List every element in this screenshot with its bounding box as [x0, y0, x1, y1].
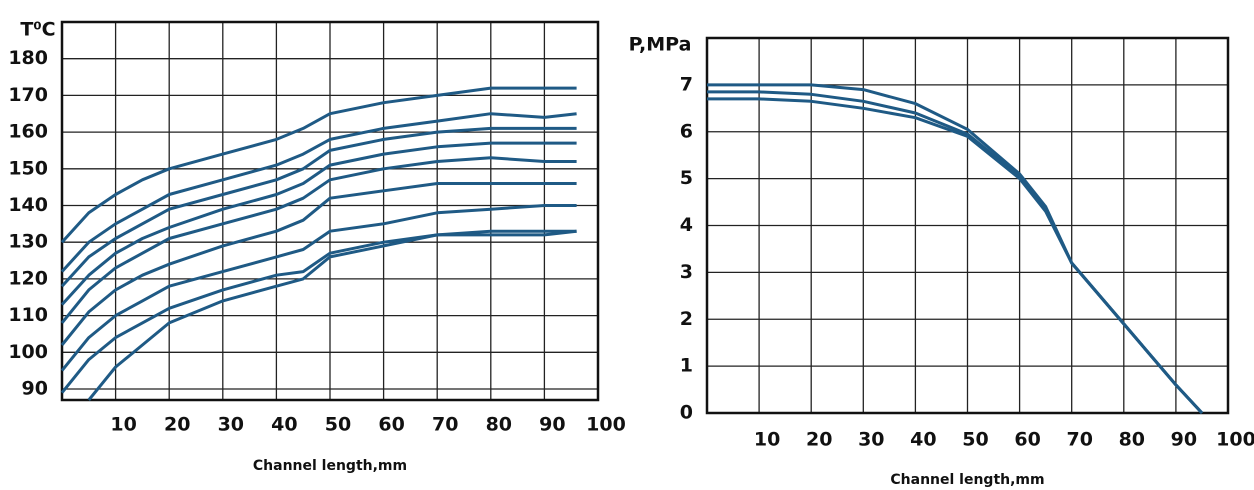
y-tick-label: 2: [680, 308, 693, 330]
y-axis-title: T⁰C: [20, 19, 55, 41]
y-tick-label: 140: [8, 194, 48, 216]
x-tick-label: 10: [754, 429, 780, 451]
curve: [60, 141, 577, 306]
y-tick-label: 4: [680, 214, 693, 236]
y-tick-label: 150: [8, 157, 48, 179]
y-tick-label: 3: [680, 261, 693, 283]
y-tick-label: 120: [8, 267, 48, 289]
x-tick-label: 30: [858, 429, 884, 451]
x-tick-label: 30: [218, 414, 244, 436]
y-tick-label: 130: [8, 231, 48, 253]
y-tick-label: 0: [680, 402, 693, 424]
y-axis-title: P,MPa: [629, 34, 692, 56]
y-tick-label: 5: [680, 167, 693, 189]
x-tick-label: 10: [110, 414, 136, 436]
x-tick-label: 70: [1066, 429, 1092, 451]
curve: [707, 97, 1204, 415]
y-tick-label: 110: [8, 304, 48, 326]
x-tick-label: 90: [1171, 429, 1197, 451]
curve: [60, 86, 577, 244]
curve: [60, 182, 577, 346]
y-tick-label: 100: [8, 341, 48, 363]
x-tick-label: 70: [432, 414, 458, 436]
y-tick-label: 1: [680, 355, 693, 377]
x-tick-label: 100: [1216, 429, 1254, 451]
curve: [87, 229, 577, 401]
y-tick-label: 7: [680, 73, 693, 95]
y-tick-label: 160: [8, 121, 48, 143]
x-tick-label: 40: [271, 414, 297, 436]
x-tick-label: 60: [1014, 429, 1040, 451]
x-axis-title: Channel length,mm: [890, 472, 1044, 488]
x-tick-label: 80: [486, 414, 512, 436]
y-tick-label: 90: [22, 377, 48, 399]
plot-frame: [705, 36, 1230, 415]
x-tick-label: 50: [325, 414, 351, 436]
x-tick-label: 50: [962, 429, 988, 451]
x-tick-label: 20: [164, 414, 190, 436]
curve: [60, 126, 577, 288]
curve: [707, 83, 1204, 415]
curve: [60, 229, 577, 394]
x-tick-label: 90: [539, 414, 565, 436]
x-tick-label: 100: [586, 414, 626, 436]
curve: [707, 90, 1204, 415]
curve: [60, 156, 577, 324]
y-tick-label: 170: [8, 84, 48, 106]
x-tick-label: 20: [806, 429, 832, 451]
y-tick-label: 6: [680, 120, 693, 142]
plot-frame: [60, 20, 600, 402]
curve: [60, 204, 577, 372]
y-tick-label: 180: [8, 47, 48, 69]
x-axis-title: Channel length,mm: [253, 458, 407, 474]
x-tick-label: 60: [378, 414, 404, 436]
x-tick-label: 80: [1119, 429, 1145, 451]
curve: [60, 112, 577, 273]
x-tick-label: 40: [910, 429, 936, 451]
